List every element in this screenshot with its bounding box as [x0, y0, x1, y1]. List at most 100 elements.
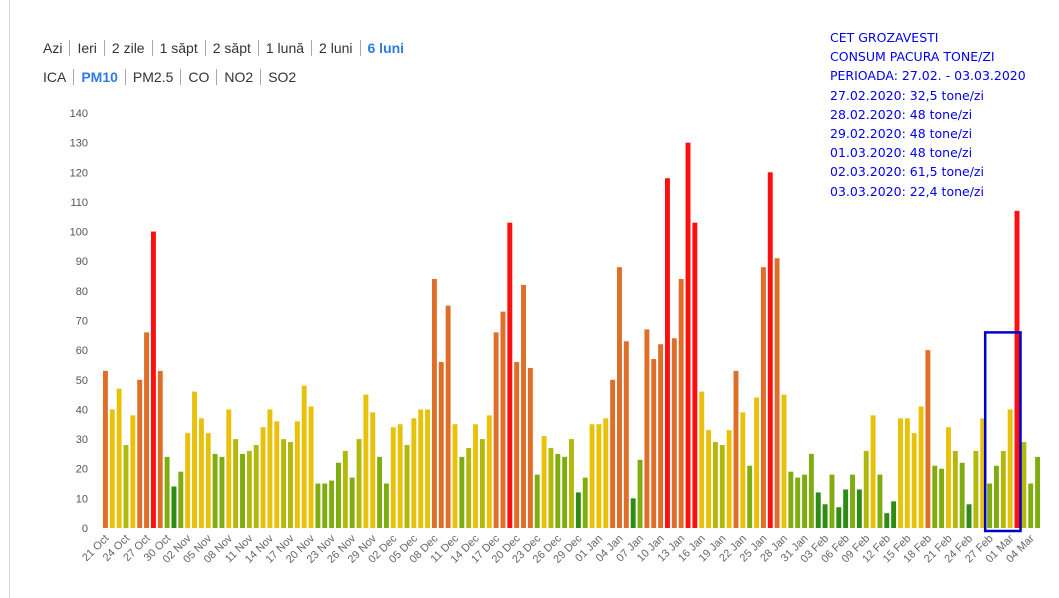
bar[interactable] — [205, 433, 211, 528]
bar[interactable] — [548, 447, 554, 528]
bar[interactable] — [336, 462, 341, 528]
bar[interactable] — [431, 279, 437, 528]
bar[interactable] — [534, 474, 540, 528]
bar[interactable] — [740, 412, 746, 528]
bar[interactable] — [473, 424, 479, 528]
bar[interactable] — [863, 450, 869, 528]
bar[interactable] — [685, 142, 691, 528]
bar[interactable] — [445, 305, 451, 528]
bar[interactable] — [993, 465, 999, 528]
bar[interactable] — [102, 370, 108, 528]
bar[interactable] — [939, 468, 945, 528]
tab-1-lună[interactable]: 1 lună — [257, 40, 311, 56]
bar[interactable] — [253, 445, 259, 528]
bar[interactable] — [774, 258, 780, 528]
bar[interactable] — [856, 489, 862, 528]
bar[interactable] — [802, 474, 807, 528]
bar[interactable] — [459, 456, 465, 528]
tab-ieri[interactable]: Ieri — [69, 40, 103, 56]
bar[interactable] — [630, 498, 636, 528]
bar[interactable] — [719, 445, 725, 528]
bar[interactable] — [617, 267, 622, 528]
bar[interactable] — [932, 465, 938, 528]
bar[interactable] — [733, 370, 739, 528]
bar[interactable] — [582, 477, 588, 528]
bar[interactable] — [500, 311, 506, 528]
bar[interactable] — [116, 388, 122, 528]
bar[interactable] — [178, 471, 184, 528]
bar[interactable] — [918, 406, 924, 528]
bar[interactable] — [397, 424, 403, 528]
bar[interactable] — [966, 504, 972, 528]
bar[interactable] — [1014, 210, 1020, 528]
bar[interactable] — [836, 507, 842, 528]
bar[interactable] — [411, 418, 417, 528]
bar[interactable] — [198, 418, 204, 528]
bar[interactable] — [781, 394, 787, 528]
bar[interactable] — [843, 489, 849, 528]
bar[interactable] — [383, 483, 389, 528]
tab-no2[interactable]: NO2 — [216, 69, 260, 85]
bar[interactable] — [226, 409, 232, 528]
bar[interactable] — [767, 172, 773, 529]
bar[interactable] — [651, 359, 657, 528]
bar[interactable] — [569, 439, 574, 528]
bar[interactable] — [788, 471, 794, 528]
bar[interactable] — [233, 439, 239, 528]
bar[interactable] — [980, 418, 986, 528]
bar[interactable] — [658, 344, 664, 528]
bar[interactable] — [808, 453, 814, 528]
bar[interactable] — [527, 367, 533, 528]
bar[interactable] — [541, 436, 547, 528]
bar[interactable] — [870, 415, 876, 528]
bar[interactable] — [130, 415, 136, 528]
bar[interactable] — [514, 362, 520, 528]
bar[interactable] — [596, 424, 602, 528]
bar[interactable] — [946, 427, 951, 528]
tab-1-săpt[interactable]: 1 săpt — [151, 40, 205, 56]
bar[interactable] — [370, 412, 376, 528]
bar[interactable] — [891, 501, 897, 528]
bar[interactable] — [425, 409, 431, 528]
bar[interactable] — [301, 385, 307, 528]
bar[interactable] — [288, 442, 293, 528]
bar[interactable] — [911, 433, 917, 528]
bar[interactable] — [575, 492, 581, 528]
bar[interactable] — [1021, 442, 1027, 528]
bar[interactable] — [356, 439, 362, 528]
bar[interactable] — [507, 222, 513, 528]
bar[interactable] — [815, 492, 821, 528]
bar[interactable] — [267, 409, 273, 528]
bar[interactable] — [959, 462, 965, 528]
bar[interactable] — [363, 394, 369, 528]
bar[interactable] — [342, 450, 348, 528]
bar[interactable] — [493, 332, 499, 528]
bar[interactable] — [466, 447, 472, 528]
bar[interactable] — [898, 418, 903, 528]
bar[interactable] — [308, 406, 314, 528]
bar[interactable] — [171, 486, 177, 529]
bar[interactable] — [952, 450, 958, 528]
bar[interactable] — [726, 430, 732, 528]
bar[interactable] — [260, 427, 266, 528]
bar[interactable] — [185, 433, 191, 528]
bar[interactable] — [144, 332, 150, 528]
bar[interactable] — [884, 513, 890, 528]
bar[interactable] — [973, 450, 979, 528]
bar[interactable] — [452, 424, 458, 528]
bar[interactable] — [678, 279, 684, 528]
bar[interactable] — [562, 456, 568, 528]
bar[interactable] — [589, 424, 595, 528]
bar[interactable] — [623, 341, 629, 528]
tab-2-zile[interactable]: 2 zile — [103, 40, 152, 56]
bar[interactable] — [329, 480, 335, 528]
bar[interactable] — [150, 231, 156, 528]
bar[interactable] — [109, 409, 115, 528]
bar[interactable] — [822, 504, 828, 528]
bar[interactable] — [240, 453, 245, 528]
bar[interactable] — [699, 391, 705, 528]
bar[interactable] — [1000, 450, 1006, 528]
bar[interactable] — [418, 409, 424, 528]
bar[interactable] — [877, 474, 883, 528]
bar[interactable] — [404, 445, 410, 528]
